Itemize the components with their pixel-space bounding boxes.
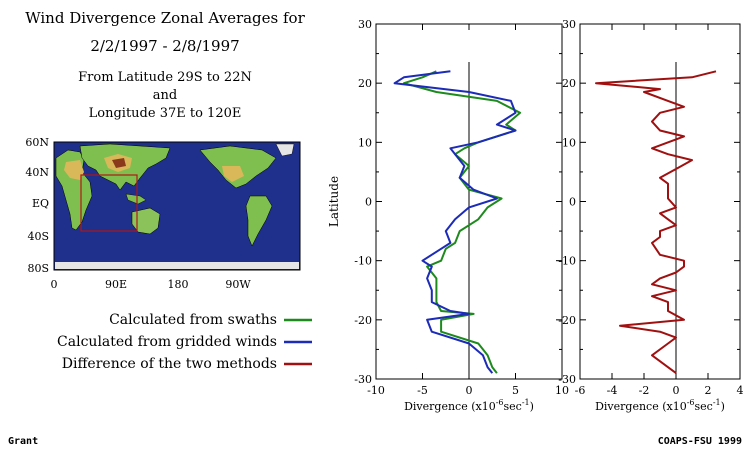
y-tick-label: 10 [562,136,576,149]
y-tick-label: 30 [562,18,576,31]
y-tick-label: 20 [562,77,576,90]
map-indonesia [125,193,147,205]
x-tick-label: 10 [555,384,569,397]
map-lat-label: 40N [25,166,49,179]
x-tick-label: 4 [737,384,744,397]
y-tick-label: -20 [354,314,372,327]
map-lat-label: 40S [27,230,49,243]
y-tick-label: 0 [365,196,372,209]
map-lat-label: EQ [32,197,49,210]
x-tick-label: 5 [512,384,519,397]
map-us-west [222,166,244,182]
y-axis-label: Latitude [327,176,341,227]
x-tick-label: -5 [417,384,428,397]
subtitle-line-2: and [153,88,177,103]
y-tick-label: -10 [354,255,372,268]
divergence-plot: -30 -20 -10 0 10 20 30 -10 -5 0 5 10 Divergence (x10… [327,18,569,413]
x-tick-label: 0 [466,384,473,397]
map-lon-label: 0 [51,278,58,291]
y-tick-label: 10 [358,136,372,149]
y-tick-label: 0 [569,196,576,209]
x-tick-label: 2 [705,384,712,397]
legend-label-swaths: Calculated from swaths [109,312,277,328]
x-tick-label: -6 [575,384,586,397]
plot-frame [579,23,741,380]
map-lat-label: 80S [27,262,49,275]
y-tick-label: -10 [558,255,576,268]
world-map: 60N 40N EQ 40S 80S 0 90E 180 90W [25,136,301,291]
region-box [80,174,138,232]
legend-label-gridded: Calculated from gridded winds [57,334,277,350]
series-line [402,70,522,374]
y-tick-label: 20 [358,77,372,90]
subtitle-line-3: Longitude 37E to 120E [89,106,242,121]
y-tick-label: -30 [354,373,372,386]
x-axis-label: Divergence (x10-6sec-1) [404,398,534,413]
y-tick-label: 30 [358,18,372,31]
map-lon-label: 90W [225,278,251,291]
legend: Calculated from swaths Calculated from g… [57,312,312,372]
map-lat-label: 60N [25,136,49,149]
x-tick-label: -2 [639,384,650,397]
series-line [393,70,517,374]
map-tibet [112,158,126,168]
legend-label-difference: Difference of the two methods [62,356,277,372]
map-australia [131,207,161,235]
y-tick-label: -30 [558,373,576,386]
map-lon-label: 180 [168,278,189,291]
x-tick-label: 0 [673,384,680,397]
x-axis-label: Divergence (x10-6sec-1) [595,398,725,413]
x-tick-label: -10 [367,384,385,397]
subtitle-line-1: From Latitude 29S to 22N [78,70,252,85]
map-antarctica [55,262,299,269]
y-tick-label: -20 [558,314,576,327]
series-line [595,70,717,374]
map-sahara [64,160,84,180]
title-line-2: 2/2/1997 - 2/8/1997 [90,37,239,55]
title-line-1: Wind Divergence Zonal Averages for [25,9,305,27]
footer-right: COAPS-FSU 1999 [658,436,742,447]
map-south-america [245,195,273,247]
map-lon-label: 90E [105,278,127,291]
map-greenland [275,143,295,157]
footer-left: Grant [8,436,38,447]
x-tick-label: -4 [607,384,618,397]
